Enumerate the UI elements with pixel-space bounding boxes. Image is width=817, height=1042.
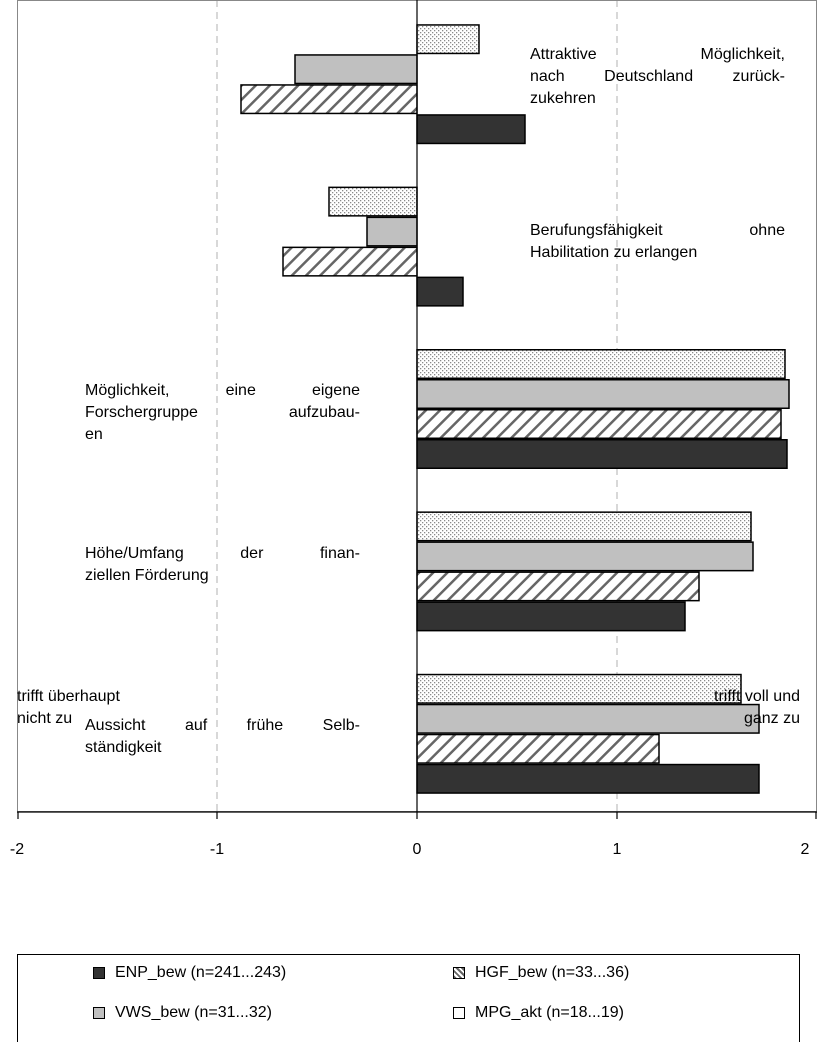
legend-swatch-gray — [93, 1007, 105, 1019]
bar-hatch-cat-2 — [282, 246, 418, 277]
category-label-line: ziellen Förderung — [85, 567, 209, 584]
x-tick-label: -1 — [209, 841, 225, 858]
category-label-4: Höhe/Umfang der finan-ziellen Förderung — [85, 543, 360, 587]
bar-hatch-cat-3 — [416, 409, 782, 439]
bar-dots-cat-3 — [416, 349, 786, 379]
legend-swatch-hatch — [453, 967, 465, 979]
category-label-line: Forschergruppe aufzubau- — [85, 404, 360, 421]
bar-dots-cat-5 — [416, 673, 742, 704]
legend-swatch-dark — [93, 967, 105, 979]
bar-gray-cat-3 — [416, 379, 790, 409]
bar-dots-cat-2 — [328, 186, 418, 217]
legend-label: MPG_akt (n=18...19) — [475, 1004, 624, 1021]
bar-dark-cat-2 — [416, 276, 464, 307]
bar-dots-cat-1 — [416, 24, 480, 55]
category-label-5: Aussicht auf frühe Selb-ständigkeit — [85, 715, 360, 759]
x-right-label: trifft voll und ganz zu — [640, 686, 800, 730]
bar-gray-cat-5 — [416, 703, 760, 734]
legend-item-dark: ENP_bew (n=241...243) — [93, 964, 286, 982]
bar-hatch-cat-4 — [416, 571, 700, 602]
x-left-label-line-2: nicht zu — [17, 710, 73, 727]
bar-dark-cat-5 — [416, 763, 760, 794]
x-tick-label: 2 — [800, 841, 810, 858]
legend-item-dots: MPG_akt (n=18...19) — [453, 1004, 624, 1022]
legend-item-gray: VWS_bew (n=31...32) — [93, 1004, 272, 1022]
category-label-line: en — [85, 426, 103, 443]
bar-gray-cat-2 — [366, 216, 418, 247]
legend-label: HGF_bew (n=33...36) — [475, 964, 630, 981]
bar-gray-cat-4 — [416, 541, 754, 572]
bar-dots-cat-4 — [416, 511, 752, 542]
category-label-line: ständigkeit — [85, 739, 162, 756]
x-tick-label: 1 — [612, 841, 622, 858]
x-right-label-line-2: ganz zu — [743, 710, 800, 727]
x-left-label-line-1: trifft überhaupt — [17, 688, 120, 705]
legend: ENP_bew (n=241...243) HGF_bew (n=33...36)… — [17, 954, 800, 1042]
category-label-1: Attraktive Möglichkeit, nach Deutschland … — [530, 44, 785, 110]
bar-dark-cat-1 — [416, 114, 526, 145]
bar-dark-cat-4 — [416, 601, 686, 632]
legend-label: VWS_bew (n=31...32) — [115, 1004, 272, 1021]
category-label-line: Höhe/Umfang der finan- — [85, 545, 360, 562]
category-label-line: Aussicht auf frühe Selb- — [85, 717, 360, 734]
category-label-line: zukehren — [530, 90, 596, 107]
category-label-line: Habilitation zu erlangen — [530, 244, 698, 261]
bar-dark-cat-3 — [416, 439, 788, 469]
x-tick-label: 0 — [412, 841, 422, 858]
category-label-line: Möglichkeit, eine eigene — [85, 382, 360, 399]
x-left-label: trifft überhaupt nicht zu — [17, 686, 177, 730]
x-right-label-line-1: trifft voll und — [714, 688, 800, 705]
legend-item-hatch: HGF_bew (n=33...36) — [453, 964, 629, 982]
category-label-2: Berufungsfähigkeit ohne Habilitation zu e… — [530, 220, 785, 264]
category-label-3: Möglichkeit, eine eigene Forschergruppe a… — [85, 380, 360, 446]
category-label-line: Berufungsfähigkeit ohne — [530, 222, 785, 239]
category-label-line: nach Deutschland zurück- — [530, 68, 785, 85]
legend-swatch-dots — [453, 1007, 465, 1019]
category-label-line: Attraktive Möglichkeit, — [530, 46, 785, 63]
bar-gray-cat-1 — [294, 54, 418, 85]
bar-hatch-cat-5 — [416, 733, 660, 764]
legend-label: ENP_bew (n=241...243) — [115, 964, 287, 981]
x-tick-label: -2 — [9, 841, 25, 858]
bars — [240, 24, 790, 794]
bar-hatch-cat-1 — [240, 84, 418, 115]
